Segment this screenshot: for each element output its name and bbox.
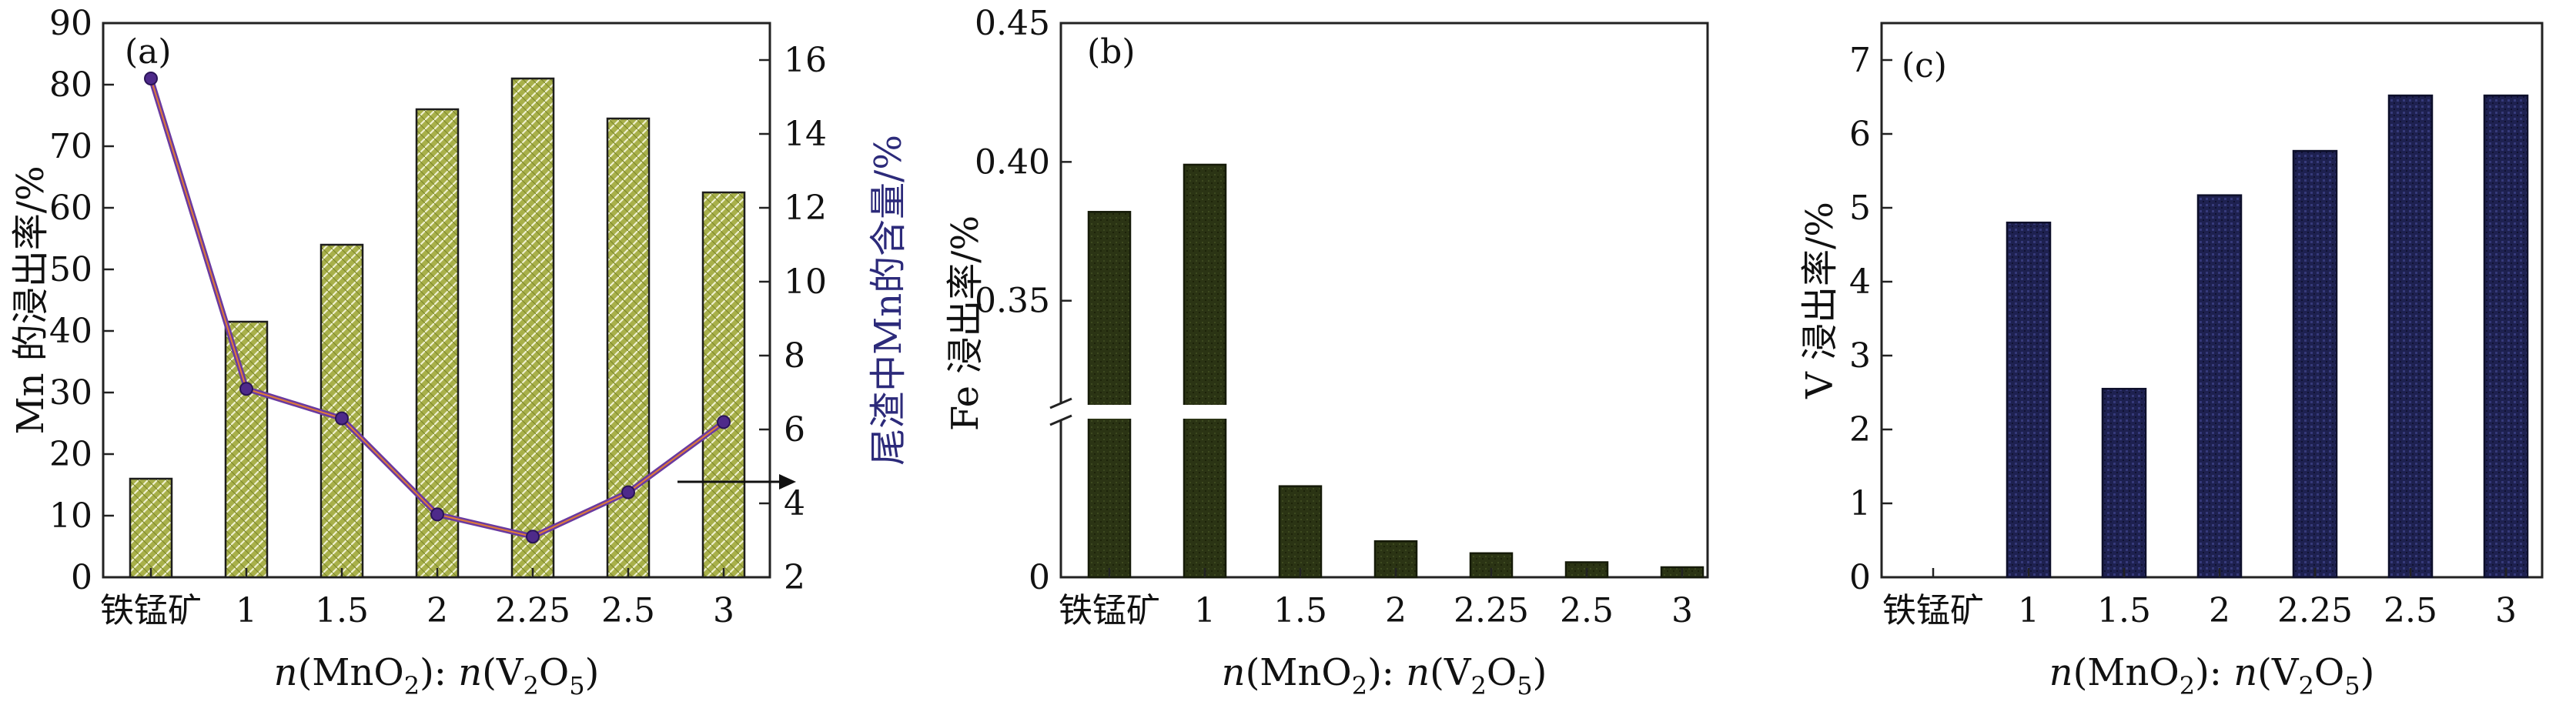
y2-axis-label-a: 尾渣中Mn的含量/%: [867, 135, 910, 466]
panel-b-x-tick-label: 1: [1194, 591, 1216, 630]
panel-c-x-tick-label: 1.5: [2097, 591, 2151, 630]
bar-b: [1278, 485, 1323, 579]
panel-label-b: (b): [1087, 32, 1136, 72]
panel-a-x-tick-label: 1.5: [315, 591, 369, 630]
y-axis-label-c: V 浸出率/%: [1798, 202, 1842, 399]
line-point-a: [335, 411, 349, 426]
y2-axis-a-tick-label: 14: [784, 115, 827, 154]
panel-b: 0.35 0.40 0.45 0 铁锰矿 1 1.5 2 2.25 2.5 3 (b) Fe 浸出…: [944, 4, 1709, 700]
bar-a: [701, 191, 746, 579]
bar-a: [319, 243, 364, 579]
panel-a: 0 10 20 30 40 50 60 70 80 90 2 4 6 8 10 12 14 16 铁锰矿 1 1.5…: [9, 4, 910, 700]
y-axis-a-tick-label: 60: [49, 189, 92, 228]
y-axis-b-lower-tick-label: 0: [1029, 558, 1050, 597]
bar-c: [2196, 194, 2243, 579]
y-axis-c-tick-label: 1: [1849, 484, 1871, 523]
y-axis-a-tick-label: 50: [49, 250, 92, 289]
y-axis-c-tick-label: 7: [1849, 41, 1871, 80]
y-axis-c-tick-label: 4: [1849, 262, 1871, 302]
panel-a-x-tick-label: 2: [427, 591, 448, 630]
panel-c-x-tick-label: 1: [2018, 591, 2039, 630]
y-axis-c-tick-label: 0: [1849, 558, 1871, 597]
y2-axis-a-tick-label: 2: [784, 558, 805, 597]
bar-a: [510, 77, 555, 579]
bar-c: [2483, 94, 2529, 579]
panel-c-x-tick-label: 3: [2495, 591, 2517, 630]
panel-a-x-tick-label: 1: [236, 591, 257, 630]
y-axis-a-tick-label: 90: [49, 4, 92, 43]
y-axis-a-tick-label: 40: [49, 312, 92, 351]
panel-b-x-tick-label: 铁锰矿: [1059, 591, 1160, 630]
y-axis-label-a: Mn 的浸出率/%: [9, 165, 52, 434]
line-point-a: [717, 415, 731, 429]
panel-b-x-tick-label: 2.5: [1560, 591, 1614, 630]
line-point-a: [430, 507, 444, 522]
panel-b-x-tick-label: 2.25: [1454, 591, 1529, 630]
y2-axis-a-tick-label: 12: [784, 189, 827, 228]
y-axis-b-tick-label: 0.40: [975, 142, 1050, 182]
panel-b-x-tick-label: 2: [1385, 591, 1407, 630]
axis-break-b: [1047, 397, 1705, 426]
panel-c-x-tick-label: 铁锰矿: [1882, 591, 1984, 630]
bar-c: [2006, 221, 2052, 579]
y-axis-a-tick-label: 70: [49, 127, 92, 166]
panel-b-x-tick-label: 1.5: [1273, 591, 1327, 630]
bar-b: [1183, 163, 1227, 579]
line-point-a: [526, 530, 540, 544]
y2-axis-a-tick-label: 6: [784, 410, 805, 449]
arrow-to-right-axis: [677, 474, 796, 489]
y-axis-b-tick-label: 0.45: [975, 4, 1050, 43]
bar-c: [2387, 94, 2434, 579]
panel-a-x-tick-label: 2.5: [601, 591, 655, 630]
x-axis-label-c: n(MnO2): n(V2O5): [2049, 651, 2375, 700]
bar-a: [415, 108, 460, 579]
panel-a-x-tick-label: 铁锰矿: [100, 591, 202, 630]
panel-c: 0 1 2 3 4 5 6 7 铁锰矿 1 1.5 2 2.25 2.5 3 (c) V 浸出率/% n(…: [1798, 22, 2544, 700]
bar-a: [606, 117, 651, 579]
line-point-a: [621, 485, 635, 500]
panel-c-x-tick-label: 2.5: [2384, 591, 2437, 630]
y-axis-a-tick-label: 0: [71, 558, 92, 597]
y-axis-c-tick-label: 2: [1849, 410, 1871, 449]
y-axis-c-tick-label: 3: [1849, 336, 1871, 376]
y-axis-label-b: Fe 浸出率/%: [944, 216, 987, 431]
panel-label-c: (c): [1902, 46, 1947, 85]
x-axis-label-b: n(MnO2): n(V2O5): [1222, 651, 1547, 700]
x-axis-label-a: n(MnO2): n(V2O5): [274, 651, 600, 700]
bar-a: [224, 320, 269, 579]
bar-b: [1087, 211, 1132, 579]
y2-axis-a-tick-label: 10: [784, 262, 827, 302]
panel-label-a: (a): [125, 32, 172, 72]
y-axis-a-tick-label: 80: [49, 65, 92, 105]
y-axis-c-tick-label: 5: [1849, 189, 1871, 228]
bar-c: [2292, 149, 2338, 579]
plot-frame-b: [1059, 22, 1709, 579]
y2-axis-a-tick-label: 16: [784, 41, 827, 80]
panel-c-x-tick-label: 2: [2209, 591, 2230, 630]
line-point-a: [144, 72, 158, 85]
panel-b-x-tick-label: 3: [1671, 591, 1693, 630]
panel-a-x-tick-label: 3: [713, 591, 734, 630]
y-axis-b-tick-label: 0.35: [975, 282, 1050, 321]
y-axis-a-tick-label: 20: [49, 435, 92, 474]
y-axis-a-tick-label: 30: [49, 373, 92, 413]
y-axis-a-tick-label: 10: [49, 496, 92, 536]
line-point-a: [239, 382, 253, 396]
y2-axis-a-tick-label: 8: [784, 336, 805, 376]
bar-a: [129, 477, 173, 579]
bar-c: [2101, 387, 2147, 579]
panel-a-x-tick-label: 2.25: [495, 591, 570, 630]
y2-axis-a-tick-label: 4: [784, 484, 805, 523]
y-axis-c-tick-label: 6: [1849, 115, 1871, 154]
panel-c-x-tick-label: 2.25: [2277, 591, 2353, 630]
